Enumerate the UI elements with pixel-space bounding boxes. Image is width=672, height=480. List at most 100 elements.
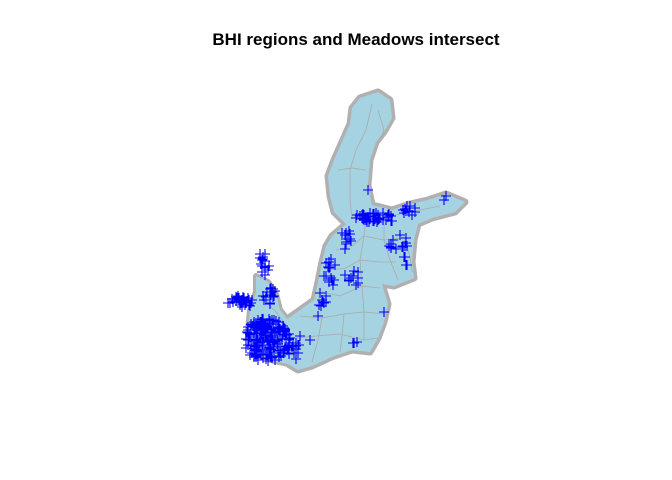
meadow-marker [321, 297, 331, 307]
meadow-marker [321, 271, 331, 281]
meadow-marker [238, 297, 248, 307]
meadow-marker [353, 278, 363, 288]
meadow-marker [275, 348, 285, 358]
meadow-marker [341, 234, 351, 244]
meadow-marker [399, 208, 409, 218]
meadow-marker [313, 311, 323, 321]
meadow-marker [266, 344, 276, 354]
meadow-marker [340, 244, 350, 254]
meadow-marker [260, 263, 270, 273]
meadow-marker [251, 329, 261, 339]
meadow-marker [248, 321, 258, 331]
meadow-marker [349, 266, 359, 276]
meadow-marker [379, 307, 389, 317]
meadow-marker [259, 333, 269, 343]
meadow-marker [351, 280, 361, 290]
meadow-marker [348, 338, 358, 348]
meadow-marker [242, 296, 252, 306]
meadow-marker [305, 335, 315, 345]
meadow-marker [369, 209, 379, 219]
meadow-marker [272, 339, 282, 349]
meadow-marker [236, 298, 246, 308]
meadow-marker [386, 243, 396, 253]
meadow-marker [399, 252, 409, 262]
meadow-marker [253, 341, 263, 351]
meadow-marker [337, 228, 347, 238]
meadow-marker [264, 261, 274, 271]
meadow-marker [441, 191, 451, 201]
meadow-marker [258, 291, 268, 301]
meadow-marker [244, 300, 254, 310]
meadow-marker [328, 280, 338, 290]
meadow-marker [270, 335, 280, 345]
plot-title: BHI regions and Meadows intersect [212, 30, 500, 49]
meadow-marker [278, 330, 288, 340]
meadow-marker [388, 235, 398, 245]
region-border [329, 259, 396, 271]
meadow-marker [289, 348, 299, 358]
meadow-marker [234, 293, 244, 303]
meadow-marker [327, 275, 337, 285]
meadow-marker [407, 210, 417, 220]
meadow-marker [348, 271, 358, 281]
meadow-marker [280, 329, 290, 339]
meadow-marker [255, 322, 265, 332]
meadow-marker [330, 260, 340, 270]
meadow-marker [384, 209, 394, 219]
meadow-marker [255, 249, 265, 259]
meadow-marker [252, 346, 262, 356]
meadow-marker [363, 185, 373, 195]
meadow-marker [265, 299, 275, 309]
meadow-marker [263, 356, 273, 366]
meadow-marker [268, 319, 278, 329]
meadow-marker [295, 331, 305, 341]
meadow-marker [263, 328, 273, 338]
region-border [339, 313, 345, 353]
meadow-marker [284, 340, 294, 350]
meadow-marker [261, 327, 271, 337]
meadow-marker [245, 332, 255, 342]
meadow-marker [253, 355, 263, 365]
region-border [383, 218, 399, 281]
region-border [321, 285, 381, 297]
meadow-marker [378, 208, 388, 218]
meadow-marker [223, 298, 233, 308]
meadow-marker [352, 337, 362, 347]
meadow-marker [324, 263, 334, 273]
meadow-marker [258, 337, 268, 347]
meadow-marker [387, 216, 397, 226]
meadow-marker [319, 298, 329, 308]
meadow-marker [344, 226, 354, 236]
region-border [375, 109, 385, 151]
meadow-marker [315, 288, 325, 298]
meadow-marker [314, 300, 324, 310]
meadow-marker [265, 342, 275, 352]
meadow-marker [402, 241, 412, 251]
meadow-marker [268, 284, 278, 294]
meadow-marker [233, 291, 243, 301]
meadow-marker [357, 210, 367, 220]
meadow-marker [370, 214, 380, 224]
meadow-marker [439, 195, 449, 205]
meadow-marker [253, 315, 263, 325]
baltic-sea-fill [286, 92, 465, 370]
meadow-marker [228, 297, 238, 307]
meadow-marker [397, 242, 407, 252]
meadow-marker [344, 275, 354, 285]
meadow-marker [326, 273, 336, 283]
meadow-marker [391, 244, 401, 254]
meadow-marker [405, 201, 415, 211]
region-border [359, 213, 367, 340]
meadow-marker [269, 291, 279, 301]
meadow-marker [402, 260, 412, 270]
meadow-marker [279, 323, 289, 333]
meadow-marker [358, 209, 368, 219]
region-border [295, 333, 379, 341]
meadow-marker [251, 351, 261, 361]
region-border [337, 167, 367, 171]
meadow-marker [340, 270, 350, 280]
meadow-marker [353, 267, 363, 277]
meadow-markers [223, 185, 451, 366]
meadow-marker [241, 343, 251, 353]
